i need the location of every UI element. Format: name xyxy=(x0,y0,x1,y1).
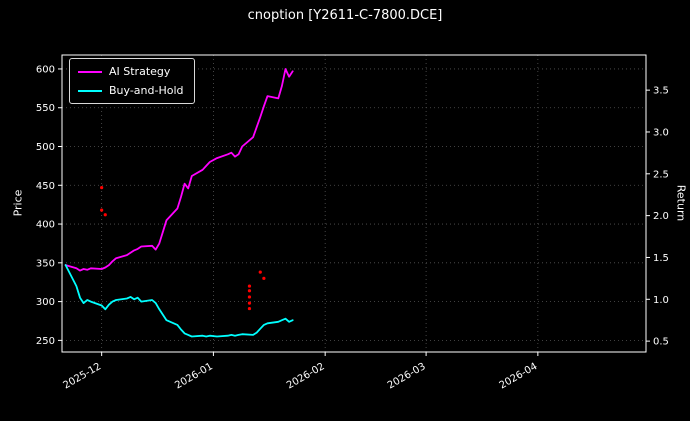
price-tick-label: 450 xyxy=(36,181,55,192)
signal-marker xyxy=(262,276,266,280)
price-tick-label: 600 xyxy=(36,64,55,75)
gridlines xyxy=(62,55,646,352)
axis-ticks xyxy=(58,68,650,356)
price-tick-label: 500 xyxy=(36,142,55,153)
return-tick-label: 1.0 xyxy=(653,295,669,306)
signal-marker xyxy=(247,301,252,305)
price-tick-label: 550 xyxy=(36,103,55,114)
return-tick-label: 3.0 xyxy=(653,127,669,138)
ai-strategy-line xyxy=(64,68,294,272)
signal-marker xyxy=(247,284,252,288)
price-tick-label: 300 xyxy=(36,297,55,308)
trade-signals xyxy=(100,186,266,311)
return-tick-label: 2.5 xyxy=(653,169,669,180)
date-tick-label: 2026-01 xyxy=(173,361,215,391)
signal-marker xyxy=(247,295,252,299)
signal-marker xyxy=(100,208,104,212)
y-axis-label-return: Return xyxy=(674,184,688,222)
price-tick-label: 400 xyxy=(36,220,55,231)
ai-strategy-line-swatch xyxy=(78,70,102,73)
signal-marker xyxy=(100,186,104,190)
signal-marker xyxy=(103,213,107,217)
legend-label-ai-strategy: AI Strategy xyxy=(109,65,171,78)
buy-and-hold-line xyxy=(64,264,294,338)
legend-box: AI Strategy Buy-and-Hold xyxy=(69,58,195,104)
signal-marker xyxy=(258,270,262,274)
return-tick-label: 0.5 xyxy=(653,337,669,348)
legend-item-buy-and-hold: Buy-and-Hold xyxy=(78,84,184,97)
plot-border xyxy=(61,54,647,353)
price-tick-label: 350 xyxy=(36,258,55,269)
return-tick-label: 1.5 xyxy=(653,253,669,264)
y-axis-label-price: Price xyxy=(11,189,25,217)
date-tick-label: 2025-12 xyxy=(61,361,103,391)
return-tick-label: 2.0 xyxy=(653,211,669,222)
legend-label-buy-and-hold: Buy-and-Hold xyxy=(109,84,184,97)
tick-labels: 250 300 350 400 450 500 550 600 0.5 1.0 1.5 2.0 2.5 3… xyxy=(36,64,669,391)
date-tick-label: 2026-04 xyxy=(498,361,540,391)
buy-and-hold-line-swatch xyxy=(78,89,102,92)
date-tick-label: 2026-03 xyxy=(386,361,428,391)
date-tick-label: 2026-02 xyxy=(285,361,327,391)
return-tick-label: 3.5 xyxy=(653,86,669,97)
signal-marker xyxy=(247,289,252,293)
chart-title: cnoption [Y2611-C-7800.DCE] xyxy=(247,8,443,23)
price-tick-label: 250 xyxy=(36,336,55,347)
legend-item-ai-strategy: AI Strategy xyxy=(78,65,184,78)
signal-marker xyxy=(247,306,252,311)
